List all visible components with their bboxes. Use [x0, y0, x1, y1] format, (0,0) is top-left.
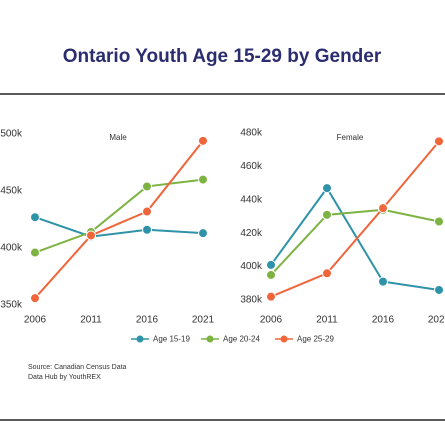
y-tick-label: 380k — [240, 295, 263, 306]
point — [198, 135, 208, 146]
legend-marker — [136, 335, 144, 343]
x-tick-label: 2011 — [80, 315, 102, 326]
y-tick-label: 400k — [240, 261, 263, 272]
point — [434, 216, 444, 227]
point — [30, 247, 40, 258]
legend-label: Age 25-29 — [297, 335, 334, 344]
x-tick-label: 2016 — [372, 315, 395, 326]
x-tick-label: 2006 — [24, 315, 47, 326]
series-line — [34, 216, 204, 238]
legend-label: Age 15-19 — [153, 335, 190, 344]
point — [142, 224, 152, 235]
point — [86, 230, 96, 241]
x-tick-label: 2011 — [316, 315, 338, 326]
source: Data Hub by YouthREX — [28, 374, 101, 381]
point — [266, 259, 276, 270]
point — [30, 293, 40, 304]
series-line — [34, 178, 204, 254]
y-tick-label: 480k — [240, 128, 263, 139]
point — [322, 268, 332, 279]
series-line — [270, 186, 440, 291]
x-tick-label: 2021 — [192, 315, 215, 326]
y-tick-label: 440k — [240, 194, 263, 205]
point — [378, 276, 388, 287]
y-tick-label: 400k — [0, 243, 23, 254]
legend-marker — [280, 335, 288, 343]
y-tick-label: 420k — [240, 228, 263, 239]
point — [30, 212, 40, 223]
series-line — [34, 140, 204, 299]
point — [434, 136, 444, 147]
point — [322, 183, 332, 194]
y-tick-label: 460k — [240, 161, 263, 172]
y-tick-label: 450k — [0, 186, 23, 197]
series-line — [270, 140, 440, 298]
point — [266, 291, 276, 302]
point — [322, 209, 332, 220]
legend-label: Age 20-24 — [223, 335, 260, 344]
series-line — [270, 208, 440, 276]
point — [198, 174, 208, 185]
chart-title: Ontario Youth Age 15-29 by Gender — [63, 46, 382, 67]
y-tick-label: 350k — [0, 300, 23, 311]
y-tick-label: 500k — [0, 129, 23, 140]
point — [142, 181, 152, 192]
point — [266, 269, 276, 280]
x-tick-label: 2016 — [136, 315, 159, 326]
legend-marker — [206, 335, 214, 343]
point — [434, 284, 444, 295]
panel-subtitle: Female — [337, 133, 364, 142]
x-tick-label: 2006 — [260, 315, 283, 326]
source: Source: Canadian Census Data — [28, 364, 127, 371]
point — [198, 228, 208, 239]
point — [142, 206, 152, 217]
panel-subtitle: Male — [109, 133, 127, 142]
point — [378, 203, 388, 214]
x-tick-label: 2021 — [428, 315, 445, 326]
